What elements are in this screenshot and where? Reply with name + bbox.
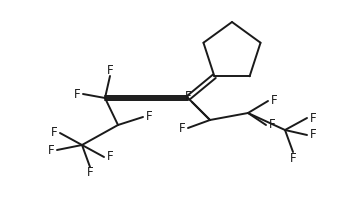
Text: F: F <box>179 121 185 134</box>
Text: F: F <box>290 151 296 164</box>
Text: F: F <box>271 95 277 108</box>
Text: F: F <box>310 128 316 141</box>
Text: F: F <box>87 167 93 180</box>
Text: F: F <box>146 111 152 124</box>
Text: F: F <box>107 151 113 164</box>
Text: F: F <box>310 111 316 125</box>
Text: F: F <box>269 118 275 131</box>
Text: F: F <box>185 89 191 102</box>
Text: F: F <box>107 63 113 76</box>
Text: F: F <box>48 144 54 157</box>
Text: F: F <box>51 127 57 140</box>
Text: F: F <box>74 88 80 101</box>
